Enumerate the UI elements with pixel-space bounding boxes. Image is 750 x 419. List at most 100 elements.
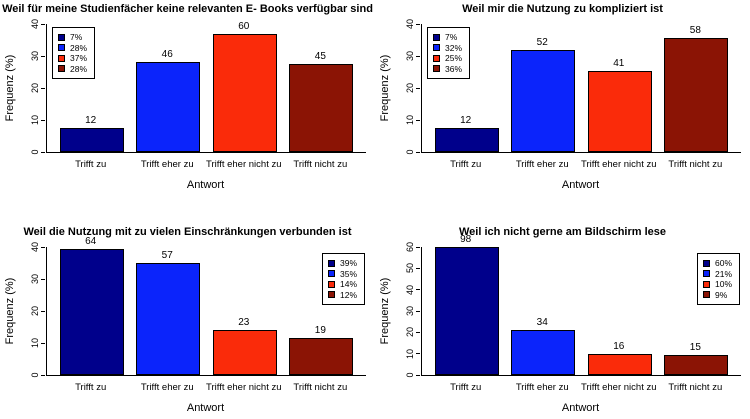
y-tick-mark <box>41 119 45 121</box>
y-tick-label: 40 <box>405 284 415 295</box>
chart-inner: Weil die Nutzung mit zu vielen Einschrän… <box>0 223 375 419</box>
y-tick-label: 10 <box>30 337 40 349</box>
y-tick-label: 50 <box>405 263 415 274</box>
legend-label: 9% <box>714 289 728 300</box>
legend-swatch <box>433 65 440 73</box>
bar-value-label: 58 <box>689 25 701 37</box>
y-tick-label: 0 <box>30 149 40 155</box>
chart-panel-ebooks-availability: Weil für meine Studienfächer keine relev… <box>0 0 375 209</box>
legend: 7% 32% 25% 36% <box>427 27 471 79</box>
legend-swatch <box>702 259 710 267</box>
chart-inner: Weil mir die Nutzung zu kompliziert ist 7… <box>375 0 750 209</box>
x-category-label: Trifft zu <box>75 159 107 170</box>
x-category-label: Trifft zu <box>75 382 107 393</box>
legend-label: 10% <box>714 279 732 289</box>
y-tick-label: 30 <box>405 50 415 62</box>
plot-area: 7% 28% 37% 28% <box>46 24 366 153</box>
chart-panel-screen-reading: Weil ich nicht gerne am Bildschirm lese 6… <box>375 209 750 419</box>
legend-row: 21% <box>702 269 732 280</box>
y-tick-label: 0 <box>405 149 415 155</box>
legend-label: 7% <box>445 32 458 42</box>
bar <box>289 63 354 152</box>
bar <box>664 355 729 375</box>
y-tick-label: 30 <box>30 273 40 285</box>
bar <box>212 329 277 375</box>
bar <box>289 337 354 375</box>
bar-value-label: 23 <box>238 316 250 328</box>
y-tick-label: 10 <box>405 348 415 359</box>
legend-row: 37% <box>58 53 87 64</box>
y-tick-mark <box>416 331 420 333</box>
legend-row: 7% <box>433 32 462 43</box>
chart-title: Weil die Nutzung mit zu vielen Einschrän… <box>23 226 352 238</box>
x-category-label: Trifft eher zu <box>515 159 569 170</box>
bar-value-label: 19 <box>314 324 326 336</box>
legend-row: 14% <box>327 279 357 290</box>
chart-title: Weil für meine Studienfächer keine relev… <box>2 3 373 15</box>
legend-row: 25% <box>433 53 462 64</box>
x-axis-label: Antwort <box>561 179 600 191</box>
legend-swatch <box>58 44 65 52</box>
bar-value-label: 16 <box>613 341 625 353</box>
legend-swatch <box>702 270 710 278</box>
legend-swatch <box>58 65 65 73</box>
x-category-label: Trifft nicht zu <box>668 382 723 393</box>
legend-swatch <box>327 259 335 267</box>
y-tick-label: 10 <box>30 114 40 126</box>
x-category-label: Trifft eher zu <box>140 382 194 393</box>
legend-label: 25% <box>445 53 463 63</box>
legend-label: 28% <box>70 42 88 53</box>
x-axis-label: Antwort <box>186 179 225 191</box>
y-tick-mark <box>416 246 420 248</box>
legend-swatch <box>327 270 335 278</box>
x-category-label: Trifft eher nicht zu <box>206 382 282 393</box>
y-axis-label: Frequenz (%) <box>379 54 391 122</box>
legend-row: 28% <box>58 43 87 54</box>
y-tick-mark <box>41 342 45 344</box>
bar-value-label: 12 <box>85 115 97 127</box>
plot-area: 7% 32% 25% 36% <box>421 24 741 153</box>
y-tick-label: 0 <box>30 372 40 378</box>
bar <box>434 128 499 152</box>
x-category-label: Trifft eher nicht zu <box>206 159 282 170</box>
x-category-label: Trifft eher zu <box>140 159 194 170</box>
y-tick-mark <box>416 374 420 376</box>
x-category-label: Trifft eher zu <box>515 382 569 393</box>
y-tick-mark <box>41 278 45 280</box>
x-axis-label: Antwort <box>186 402 225 414</box>
legend: 60% 21% 10% 9% <box>696 253 740 305</box>
bar-value-label: 60 <box>238 21 250 33</box>
bar-value-label: 12 <box>460 115 472 127</box>
chart-title: Weil ich nicht gerne am Bildschirm lese <box>458 226 667 238</box>
bar <box>664 38 729 152</box>
x-category-label: Trifft zu <box>450 382 482 393</box>
legend-row: 10% <box>702 279 732 290</box>
y-tick-mark <box>416 87 420 89</box>
bar <box>511 49 576 152</box>
chart-panel-usage-complicated: Weil mir die Nutzung zu kompliziert ist 7… <box>375 0 750 209</box>
y-tick-label: 40 <box>30 241 40 253</box>
legend-label: 14% <box>339 279 357 289</box>
y-tick-mark <box>41 246 45 248</box>
y-axis-label: Frequenz (%) <box>4 277 16 345</box>
legend-row: 36% <box>433 64 462 75</box>
x-category-label: Trifft zu <box>450 159 482 170</box>
y-tick-mark <box>416 119 420 121</box>
y-tick-label: 20 <box>30 82 40 94</box>
legend-swatch <box>702 291 710 299</box>
legend-swatch <box>327 291 335 299</box>
legend-row: 32% <box>433 43 462 54</box>
bar <box>59 249 124 375</box>
legend-label: 39% <box>339 258 357 268</box>
legend-label: 60% <box>714 258 732 268</box>
bar <box>511 330 576 375</box>
y-tick-mark <box>416 151 420 153</box>
x-category-label: Trifft nicht zu <box>668 159 723 170</box>
bar-value-label: 15 <box>689 342 701 354</box>
y-tick-mark <box>41 23 45 25</box>
bar-value-label: 41 <box>613 58 625 70</box>
plot-area: 39% 35% 14% 12% <box>46 247 366 376</box>
y-tick-label: 30 <box>30 50 40 62</box>
legend-row: 28% <box>58 64 87 75</box>
plot-area: 60% 21% 10% 9% <box>421 247 741 376</box>
